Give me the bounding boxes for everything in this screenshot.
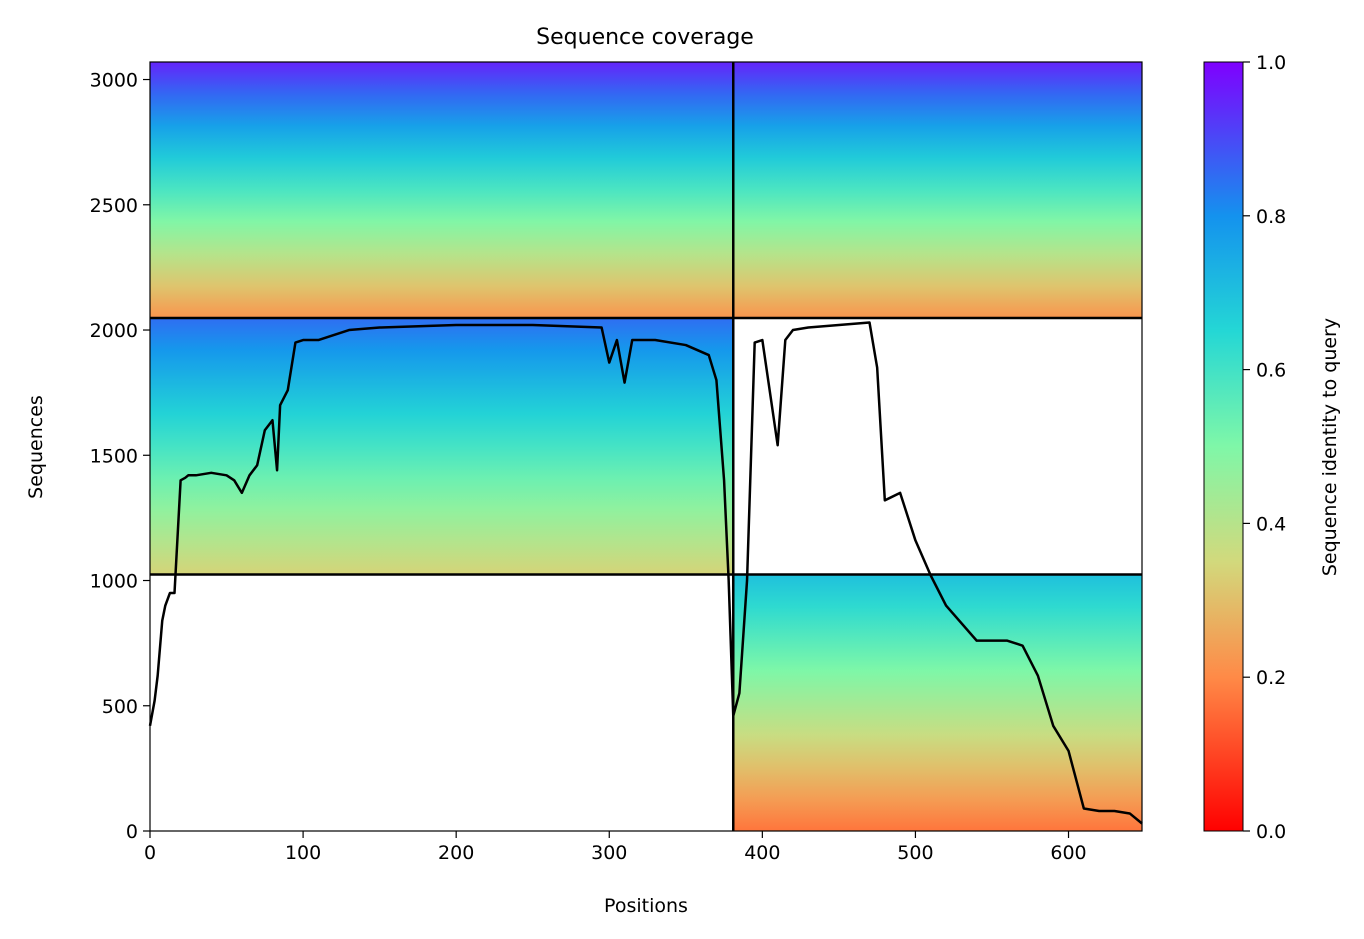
colorbar <box>1203 61 1244 832</box>
coverage-blocks <box>150 62 1142 831</box>
x-axis-ticks: 0 100 200 300 400 500 600 <box>144 831 1087 864</box>
coverage-block <box>150 62 734 318</box>
colorbar-tick-label: 0.6 <box>1256 360 1286 382</box>
colorbar-ticks: 0.0 0.2 0.4 0.6 0.8 1.0 <box>1243 52 1286 843</box>
chart-title: Sequence coverage <box>536 25 754 50</box>
y-tick-label: 500 <box>102 696 138 718</box>
x-tick-label: 400 <box>744 842 780 864</box>
x-tick-label: 0 <box>144 842 156 864</box>
y-tick-label: 1500 <box>90 445 138 467</box>
x-tick-label: 100 <box>285 842 321 864</box>
colorbar-tick-label: 0.0 <box>1256 821 1286 843</box>
y-tick-label: 2000 <box>90 320 138 342</box>
coverage-block <box>733 574 1142 831</box>
colorbar-label: Sequence identity to query <box>1319 318 1341 576</box>
coverage-block <box>733 62 1142 318</box>
colorbar-tick-label: 0.8 <box>1256 206 1286 228</box>
x-tick-label: 600 <box>1050 842 1086 864</box>
x-axis-label: Positions <box>604 895 688 917</box>
plot-frame <box>149 61 1143 832</box>
y-tick-label: 2500 <box>90 195 138 217</box>
y-axis-label: Sequences <box>25 395 47 499</box>
y-axis-ticks: 0 500 1000 1500 2000 2500 3000 <box>90 70 150 843</box>
x-tick-label: 200 <box>438 842 474 864</box>
y-tick-label: 1000 <box>90 571 138 593</box>
y-tick-label: 3000 <box>90 70 138 92</box>
y-tick-label: 0 <box>126 821 138 843</box>
colorbar-tick-label: 0.2 <box>1256 667 1286 689</box>
coverage-line <box>148 321 1143 825</box>
x-tick-label: 300 <box>591 842 627 864</box>
x-tick-label: 500 <box>897 842 933 864</box>
colorbar-tick-label: 1.0 <box>1256 52 1286 74</box>
coverage-block <box>150 317 734 575</box>
colorbar-tick-label: 0.4 <box>1256 513 1286 535</box>
